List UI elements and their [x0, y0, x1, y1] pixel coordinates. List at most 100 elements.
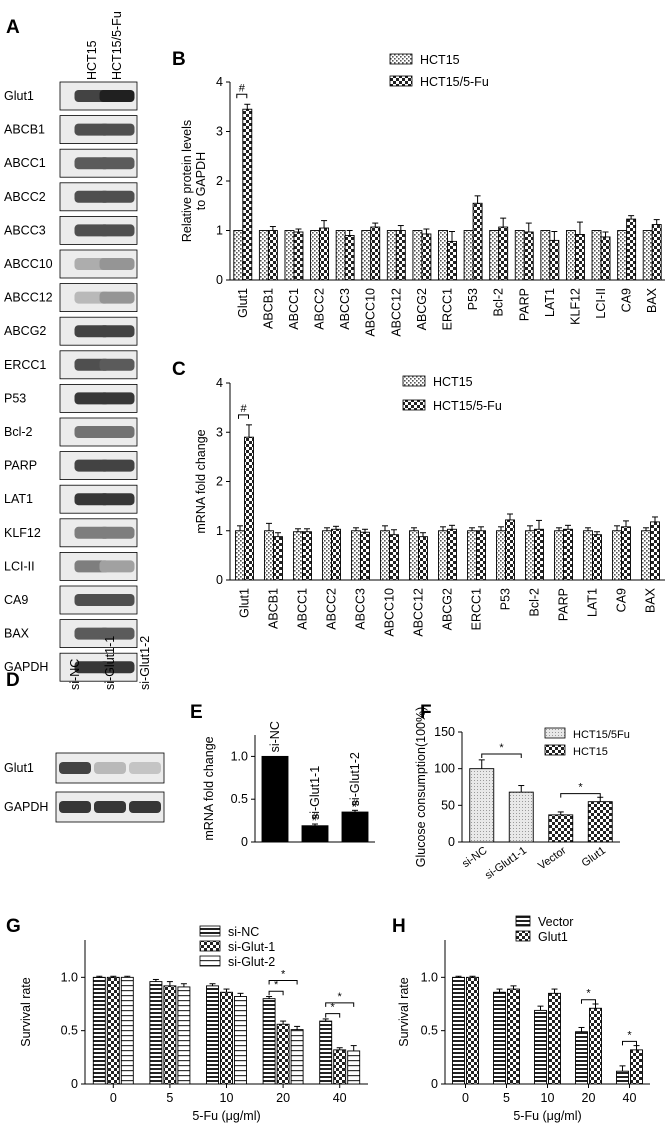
y-tick-label: 2	[216, 475, 223, 489]
x-tick-label-abcb1: ABCB1	[261, 288, 275, 329]
chart-h-survival-rate: 0 0.5 1.0 Survival rate 0 5 10 20 40 5-Fu (μg/ml)…	[397, 915, 650, 1123]
bar-hct15-abcc3	[351, 530, 361, 581]
legend-label-hct15-5fu: HCT15/5Fu	[573, 729, 630, 741]
bar-si-glut-2-10	[234, 996, 247, 1085]
bar-si-glut-1-5	[163, 985, 177, 1085]
bar-value-si-glut1-2	[341, 811, 369, 843]
significance-hash-si-glut1-2: #	[352, 798, 359, 810]
bar-hct15-bax	[642, 230, 653, 281]
bar-hct15-abcc10	[380, 530, 390, 581]
bar-hct15-ercc1	[467, 530, 477, 581]
bar-hct15-lci-ii	[591, 230, 602, 281]
y-tick-label: 0	[216, 573, 223, 587]
legend-swatch-hct15-5fu	[544, 727, 566, 739]
bar-hct15-ercc1	[438, 230, 448, 281]
bar-glut1-10	[548, 992, 561, 1085]
blot-row-label-glut1: Glut1	[4, 89, 34, 103]
bar-glut1-5	[507, 988, 520, 1085]
bar-hct15-abcc12	[409, 530, 419, 581]
bar-hct15-parp	[514, 230, 525, 281]
bar-hct15-klf12	[565, 230, 576, 281]
x-tick-label-abcc3: ABCC3	[338, 288, 352, 330]
blot-row-label-lat1: LAT1	[4, 492, 33, 506]
bar-si-nc-5	[149, 981, 163, 1085]
x-tick-label-ercc1: ERCC1	[470, 588, 484, 630]
significance-star-si: *	[499, 742, 504, 754]
bar-vector-10	[534, 1009, 547, 1085]
bar-hct15-5-fu-abcc12	[395, 230, 406, 281]
bar-hct15-5-fu-abcc12	[418, 536, 428, 581]
x-tick-label-abcb1: ABCB1	[267, 588, 281, 629]
blot-row-label-ca9: CA9	[4, 593, 28, 607]
x-tick-label-parp: PARP	[557, 588, 571, 621]
x-tick-label-ca9: CA9	[620, 288, 634, 312]
x-tick-label-si-glut1-1: si-Glut1-1	[483, 845, 529, 882]
bar-hct15-5-fu-abcg2	[421, 233, 432, 281]
bar-hct15-5-fu-abcb1	[273, 536, 283, 581]
bar-hct15-glut1	[235, 530, 245, 581]
legend-swatch-hct15-5-fu	[402, 399, 426, 411]
blot-band	[99, 560, 135, 573]
significance-star-20-b: *	[281, 969, 286, 981]
bar-hct15-5-fu-p53	[505, 519, 515, 581]
blot-band	[99, 493, 135, 506]
bar-hct15-5-fu-ca9	[626, 218, 637, 281]
blot-band	[129, 762, 161, 774]
bar-si-glut-2-20	[290, 1029, 304, 1085]
bar-hct15-abcc10	[361, 230, 372, 281]
bar-hct15-5-fu-klf12	[574, 234, 585, 281]
y-tick-label: 0	[71, 1077, 78, 1091]
blot-row-label-glut1: Glut1	[4, 761, 34, 775]
blot-band	[99, 426, 135, 438]
bar-hct15-abcc3	[335, 230, 346, 281]
bar-hct15-5-fu-abcc2	[319, 227, 330, 281]
significance-hash-glut1: #	[239, 82, 246, 94]
y-axis-label: to GAPDH	[194, 152, 208, 210]
significance-bracket	[581, 999, 596, 1004]
blot-row-label-bax: BAX	[4, 627, 30, 641]
bar-si-glut-1-40	[333, 1049, 347, 1085]
bar-hct15-5-fu-abcc1	[293, 231, 304, 281]
y-tick-label: 100	[434, 762, 455, 776]
significance-bracket	[268, 980, 298, 985]
bar-hct15-bcl-2	[525, 530, 535, 581]
bar-si-nc-10	[206, 985, 219, 1085]
legend-swatch-si-glut-1	[199, 940, 221, 952]
bar-hct15-5-fu-abcb1	[267, 230, 278, 281]
bar-hct15-5-fu-abcc2	[331, 528, 341, 581]
bar-hct15-p53	[463, 230, 474, 281]
y-tick-label: 0	[448, 835, 455, 849]
y-tick-label: 1.0	[231, 749, 248, 763]
bar-hct15-5-fu-abcc3	[360, 531, 370, 581]
x-tick-label-abcc12: ABCC12	[389, 288, 403, 337]
bar-hct15-5fu-si-glut1-1	[508, 791, 534, 843]
bar-hct15-5-fu-bax	[651, 224, 662, 281]
bar-hct15-5-fu-abcc3	[344, 234, 355, 281]
legend-swatch-vector	[515, 915, 531, 927]
bar-hct15-vector	[548, 814, 574, 843]
bar-hct15-ca9	[617, 230, 628, 281]
y-tick-label: 1	[216, 524, 223, 538]
bar-vector-40	[616, 1070, 629, 1085]
bar-si-glut-1-20	[276, 1023, 290, 1085]
bar-hct15-abcg2	[412, 230, 423, 281]
x-tick-label-p53: P53	[499, 588, 513, 610]
significance-bracket	[325, 1013, 341, 1018]
y-tick-label: 0.5	[61, 1024, 78, 1038]
bar-si-nc-0	[92, 976, 106, 1085]
blot-band	[94, 762, 126, 774]
x-axis-label: 5-Fu (μg/ml)	[513, 1109, 581, 1123]
blot-row-label-p53: P53	[4, 391, 26, 405]
bar-si-glut-1-10	[220, 991, 233, 1085]
x-tick-label-20: 20	[276, 1091, 290, 1105]
x-tick-label-40: 40	[623, 1091, 637, 1105]
y-tick-label: 2	[216, 174, 223, 188]
bar-hct15-5-fu-abcc10	[389, 534, 399, 581]
legend-label-si-nc: si-NC	[228, 925, 259, 939]
significance-bracket	[560, 793, 601, 798]
blot-band	[99, 258, 135, 270]
bar-vector-5	[493, 991, 506, 1085]
x-tick-label-abcc3: ABCC3	[354, 588, 368, 630]
significance-star-20-a: *	[274, 979, 279, 991]
